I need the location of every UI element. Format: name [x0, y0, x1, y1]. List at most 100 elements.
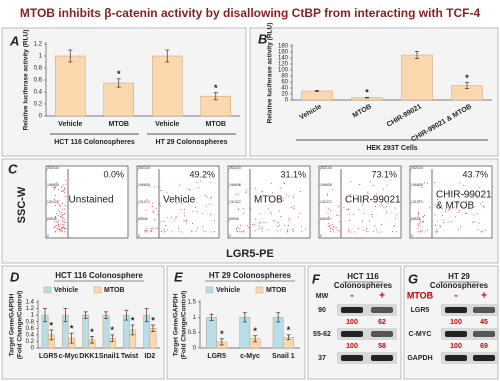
event-dot: [326, 193, 328, 195]
flow-y-tick-label: 0: [411, 234, 413, 238]
event-dot: [466, 200, 468, 202]
event-dot: [61, 190, 63, 192]
event-dot: [60, 227, 62, 229]
sample-name: CHIR-99021: [436, 190, 492, 201]
event-dot: [331, 223, 333, 225]
event-dot: [443, 222, 445, 224]
event-dot: [440, 226, 442, 228]
blot-band: [341, 307, 363, 313]
event-dot: [348, 230, 350, 232]
blot-title: Colonospheres: [430, 281, 489, 290]
event-dot: [145, 227, 147, 229]
lane-label: -: [454, 291, 457, 302]
event-dot: [56, 221, 58, 223]
blot-band: [445, 307, 467, 313]
event-dot: [166, 217, 168, 219]
event-dot: [57, 200, 59, 202]
event-dot: [481, 204, 483, 206]
event-dot: [62, 217, 64, 219]
event-dot: [270, 182, 272, 184]
event-dot: [237, 208, 239, 210]
event-dot: [287, 224, 289, 226]
event-dot: [262, 227, 264, 229]
event-dot: [205, 205, 207, 207]
legend-swatch: [93, 286, 102, 294]
event-dot: [465, 213, 467, 215]
event-dot: [55, 204, 57, 206]
event-dot: [421, 230, 423, 232]
event-dot: [151, 202, 153, 204]
blot-title: HT 29: [448, 272, 470, 281]
event-dot: [194, 206, 196, 208]
flow-y-tick-label: 0: [229, 234, 231, 238]
event-dot: [146, 198, 148, 200]
event-dot: [468, 195, 470, 197]
flow-y-tick-label: 262144: [320, 166, 332, 170]
event-dot: [422, 216, 424, 218]
x-tick-label: Snail 1: [272, 353, 295, 360]
flow-y-tick-label: 196608: [47, 183, 59, 187]
event-dot: [61, 231, 63, 233]
event-dot: [370, 200, 372, 202]
flow-plot: [318, 165, 402, 239]
significance: *: [117, 69, 121, 79]
event-dot: [186, 188, 188, 190]
event-dot: [202, 226, 204, 228]
y-axis-label: Target Gene/GAPDH: [9, 293, 16, 356]
event-dot: [392, 231, 394, 233]
event-dot: [422, 221, 424, 223]
event-dot: [250, 208, 252, 210]
event-dot: [146, 231, 148, 233]
bar: [82, 314, 90, 349]
event-dot: [448, 209, 450, 211]
event-dot: [163, 228, 165, 230]
event-dot: [177, 227, 179, 229]
lane-label: +: [379, 291, 385, 302]
sample-name: MTOB: [254, 195, 283, 206]
event-dot: [284, 183, 286, 185]
row-name: C-MYC: [409, 331, 432, 338]
flow-y-tick-label: 65536: [320, 217, 330, 221]
event-dot: [209, 204, 211, 206]
sample-name: Vehicle: [163, 195, 196, 206]
x-tick-label: c-Myc: [59, 353, 79, 360]
event-dot: [293, 231, 295, 233]
event-dot: [419, 230, 421, 232]
event-dot: [57, 221, 59, 223]
event-dot: [353, 231, 355, 233]
flow-plot: [136, 165, 220, 239]
event-dot: [53, 188, 55, 190]
event-dot: [206, 196, 208, 198]
event-dot: [481, 231, 483, 233]
event-dot: [261, 191, 263, 193]
event-dot: [61, 186, 63, 188]
event-dot: [424, 231, 426, 233]
row-name: LGR5: [411, 307, 430, 314]
row-name: GAPDH: [407, 355, 432, 362]
event-dot: [340, 225, 342, 227]
flow-y-tick-label: 131072: [229, 200, 241, 204]
event-dot: [144, 230, 146, 232]
event-dot: [54, 195, 56, 197]
x-tick-label: LGR5: [207, 353, 226, 360]
event-dot: [61, 208, 63, 210]
event-dot: [471, 222, 473, 224]
event-dot: [299, 212, 301, 214]
event-dot: [60, 223, 62, 225]
significance: *: [365, 88, 369, 98]
event-dot: [350, 194, 352, 196]
event-dot: [237, 226, 239, 228]
event-dot: [332, 229, 334, 231]
legend-swatch: [43, 286, 52, 294]
event-dot: [196, 211, 198, 213]
y-tick-label: 1.5: [188, 300, 197, 306]
event-dot: [159, 203, 161, 205]
event-dot: [63, 224, 65, 226]
event-dot: [370, 213, 372, 215]
flow-y-tick-label: 262144: [138, 166, 150, 170]
event-dot: [362, 202, 364, 204]
event-dot: [154, 218, 156, 220]
legend-label: MTOB: [104, 287, 124, 294]
event-dot: [328, 225, 330, 227]
event-dot: [366, 228, 368, 230]
